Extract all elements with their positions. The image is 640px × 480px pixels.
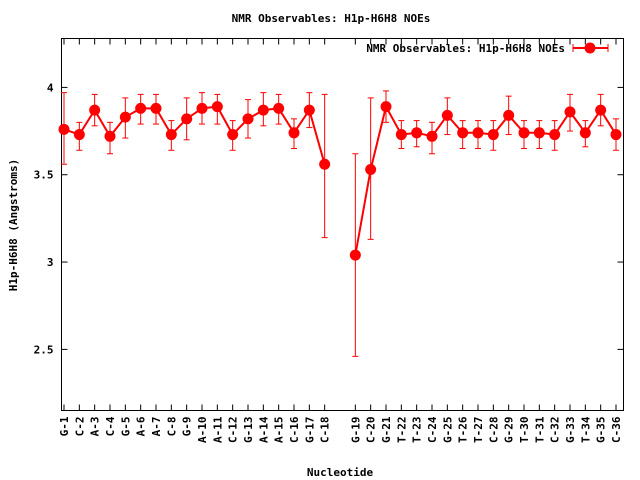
data-point: [426, 130, 438, 142]
data-point: [487, 129, 499, 141]
data-point: [595, 104, 607, 116]
x-tick-label: T-31: [533, 416, 546, 443]
y-tick-label: 4: [47, 81, 54, 94]
x-tick-label: T-30: [518, 417, 531, 444]
x-tick-label: C-28: [487, 417, 500, 444]
data-point: [349, 249, 361, 261]
data-point: [89, 104, 101, 116]
x-tick-label: C-4: [104, 416, 117, 436]
x-tick-label: G-35: [595, 417, 608, 444]
data-point: [457, 127, 469, 139]
x-tick-label: T-22: [395, 417, 408, 444]
x-tick-label: G-17: [303, 417, 316, 444]
x-tick-label: A-7: [150, 417, 163, 437]
data-point: [472, 127, 484, 139]
x-tick-label: C-36: [610, 416, 623, 443]
plot-frame: [61, 38, 624, 411]
data-point: [135, 102, 147, 114]
chart-title: NMR Observables: H1p-H6H8 NOEs: [232, 12, 431, 25]
data-point: [441, 109, 453, 121]
data-point: [165, 129, 177, 141]
x-tick-label: C-20: [365, 417, 378, 444]
x-tick-label: T-34: [579, 416, 592, 443]
data-point: [257, 104, 269, 116]
x-tick-label: A-10: [196, 417, 209, 444]
data-point: [288, 127, 300, 139]
x-tick-label: C-18: [319, 417, 332, 444]
x-tick-label: G-19: [349, 417, 362, 444]
y-tick-label: 2.5: [34, 343, 54, 356]
x-tick-label: A-6: [135, 416, 148, 436]
x-tick-label: A-3: [89, 417, 102, 437]
data-point: [533, 127, 545, 139]
series-line: [63, 105, 326, 165]
data-point: [380, 101, 392, 113]
x-tick-label: G-33: [564, 417, 577, 444]
x-tick-label: G-21: [380, 416, 393, 443]
legend-label: NMR Observables: H1p-H6H8 NOEs: [366, 42, 565, 55]
x-tick-label: C-16: [288, 416, 301, 443]
y-axis: 2.5 3 3.5 4: [34, 81, 624, 356]
legend: NMR Observables: H1p-H6H8 NOEs: [366, 42, 609, 55]
data-point: [411, 127, 423, 139]
x-tick-label: G-1: [58, 416, 71, 436]
data-point: [365, 163, 377, 175]
x-axis: G-1 C-2 A-3 C-4 G-5 A-6 A-7 C-8 G-9 A-10 A-11 C-12 G…: [58, 38, 623, 444]
data-point: [104, 130, 116, 142]
data-point: [303, 104, 315, 116]
x-axis-label: Nucleotide: [307, 466, 374, 479]
x-tick-label: A-14: [257, 416, 270, 443]
data-point: [579, 127, 591, 139]
y-tick-label: 3: [47, 256, 54, 269]
x-tick-label: G-25: [441, 417, 454, 444]
series-layer: [58, 90, 622, 357]
x-tick-label: G-29: [503, 417, 516, 444]
x-tick-label: G-5: [119, 417, 132, 437]
y-tick-label: 3.5: [34, 169, 54, 182]
x-tick-label: A-11: [211, 416, 224, 443]
x-tick-label: C-2: [73, 417, 86, 437]
data-point: [273, 102, 285, 114]
y-axis-label: H1p-H6H8 (Angstroms): [7, 159, 20, 291]
data-point: [196, 102, 208, 114]
data-point: [610, 129, 622, 141]
x-tick-label: G-9: [181, 417, 194, 437]
x-tick-label: G-13: [242, 417, 255, 444]
data-point: [211, 101, 223, 113]
data-point: [242, 113, 254, 125]
x-tick-label: T-23: [411, 417, 424, 444]
x-tick-label: C-12: [227, 417, 240, 444]
data-point: [119, 111, 131, 123]
data-point: [227, 129, 239, 141]
x-tick-label: C-24: [426, 416, 439, 443]
data-point: [319, 158, 331, 170]
x-tick-label: T-26: [457, 416, 470, 443]
data-point: [58, 123, 70, 135]
x-tick-label: C-32: [549, 417, 562, 444]
data-point: [564, 106, 576, 118]
data-point: [395, 129, 407, 141]
series-line: [354, 103, 617, 256]
data-point: [181, 113, 193, 125]
legend-marker: [584, 42, 596, 54]
x-tick-label: C-8: [165, 417, 178, 437]
x-tick-label: A-15: [273, 417, 286, 444]
data-point: [503, 109, 515, 121]
x-tick-label: T-27: [472, 417, 485, 444]
data-point: [150, 102, 162, 114]
data-point: [549, 129, 561, 141]
data-point: [518, 127, 530, 139]
data-point: [73, 129, 85, 141]
